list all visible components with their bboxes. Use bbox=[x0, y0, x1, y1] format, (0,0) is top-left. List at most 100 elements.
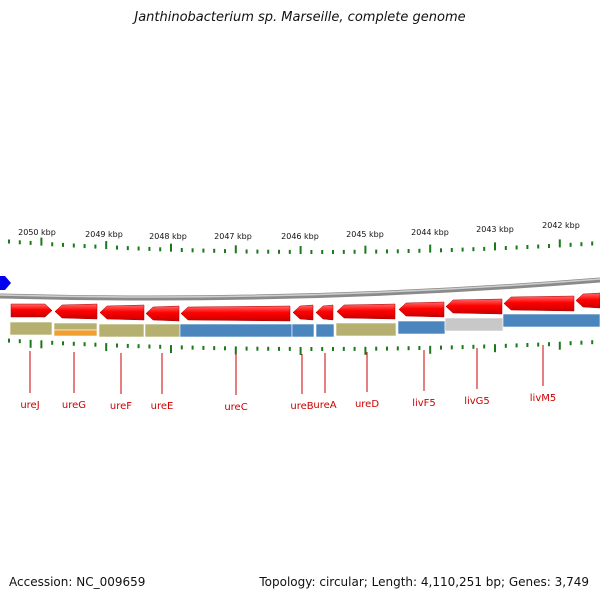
scale-minor-tick bbox=[18, 240, 21, 245]
feature-segment[interactable] bbox=[98, 323, 145, 338]
scale-minor-tick bbox=[278, 249, 280, 254]
gene-arrow[interactable] bbox=[315, 304, 334, 321]
genome-backbone-highlight bbox=[0, 278, 600, 298]
bottom-minor-tick bbox=[18, 339, 21, 344]
scale-major-tick bbox=[170, 243, 172, 252]
gene-arrow[interactable] bbox=[145, 305, 180, 322]
gene-label[interactable]: ureD bbox=[355, 399, 379, 410]
direction-marker-icon[interactable] bbox=[0, 276, 11, 290]
gene-label[interactable]: livF5 bbox=[412, 398, 436, 409]
scale-minor-tick bbox=[537, 244, 540, 249]
bottom-minor-tick bbox=[418, 346, 421, 350]
bottom-major-tick bbox=[364, 346, 367, 355]
gene-arrow[interactable] bbox=[10, 303, 53, 318]
bottom-minor-tick bbox=[213, 346, 216, 351]
bottom-minor-tick bbox=[310, 347, 313, 351]
gene-label[interactable]: ureA bbox=[313, 400, 336, 411]
gene-label[interactable]: livG5 bbox=[464, 396, 490, 407]
gene-label[interactable]: livM5 bbox=[530, 393, 556, 404]
bottom-minor-tick bbox=[321, 347, 324, 351]
gene-arrow[interactable] bbox=[99, 304, 145, 321]
scale-minor-tick bbox=[418, 248, 421, 253]
bottom-major-tick bbox=[494, 344, 496, 353]
scale-label: 2050 kbp bbox=[18, 228, 56, 237]
scale-major-tick bbox=[40, 237, 43, 246]
scale-label: 2047 kbp bbox=[214, 232, 252, 241]
scale-minor-tick bbox=[310, 250, 313, 254]
gene-arrow[interactable] bbox=[54, 303, 98, 320]
bottom-minor-tick bbox=[450, 345, 453, 350]
gene-arrow[interactable] bbox=[445, 298, 503, 315]
bottom-minor-tick bbox=[148, 344, 151, 349]
gene-label[interactable]: ureE bbox=[151, 401, 174, 412]
scale-minor-tick bbox=[396, 249, 399, 254]
bottom-minor-tick bbox=[483, 344, 486, 349]
bottom-minor-tick bbox=[245, 346, 248, 351]
scale-minor-tick bbox=[116, 245, 118, 250]
scale-minor-tick bbox=[51, 242, 54, 247]
scale-minor-tick bbox=[29, 240, 32, 245]
scale-minor-tick bbox=[159, 247, 162, 252]
feature-segment[interactable] bbox=[315, 323, 335, 338]
bottom-minor-tick bbox=[191, 345, 194, 350]
bottom-minor-tick bbox=[8, 338, 10, 343]
gene-arrow[interactable] bbox=[180, 305, 291, 322]
gene-label[interactable]: ureB bbox=[290, 401, 313, 412]
feature-segment[interactable] bbox=[444, 317, 504, 332]
gene-label-layer: ureJ ureG ureF ureE ureC ureB ureA ureD livF5 liv… bbox=[20, 345, 556, 413]
bottom-minor-tick bbox=[591, 340, 594, 345]
scale-major-tick bbox=[364, 245, 367, 254]
feature-segment[interactable] bbox=[9, 321, 53, 336]
gene-arrow[interactable] bbox=[398, 301, 445, 318]
bottom-minor-tick bbox=[62, 341, 64, 346]
gene-arrow[interactable] bbox=[503, 295, 575, 312]
bottom-major-tick bbox=[429, 345, 432, 354]
bottom-minor-tick bbox=[332, 347, 334, 351]
gene-arrow[interactable] bbox=[292, 304, 314, 321]
scale-minor-tick bbox=[321, 250, 324, 254]
feature-segment[interactable] bbox=[291, 323, 315, 338]
feature-segment[interactable] bbox=[53, 329, 98, 337]
feature-segment[interactable] bbox=[144, 323, 181, 338]
feature-segment[interactable] bbox=[397, 320, 446, 335]
scale-minor-tick bbox=[440, 248, 442, 253]
gene-label[interactable]: ureC bbox=[224, 402, 247, 413]
gene-label[interactable]: ureJ bbox=[20, 400, 39, 411]
bottom-major-tick bbox=[40, 340, 43, 349]
bottom-minor-tick bbox=[180, 345, 183, 350]
bottom-minor-tick bbox=[580, 340, 583, 345]
gene-label[interactable]: ureG bbox=[62, 400, 86, 411]
feature-segment[interactable] bbox=[335, 322, 397, 337]
scale-minor-tick bbox=[450, 248, 453, 252]
genome-backbone bbox=[0, 277, 600, 301]
gene-label[interactable]: ureF bbox=[110, 401, 132, 412]
scale-bar: 2050 kbp 2049 kbp 2048 kbp 2047 kbp 2046 kbp… bbox=[8, 221, 594, 254]
scale-label: 2046 kbp bbox=[281, 232, 319, 241]
bottom-minor-tick bbox=[396, 346, 399, 351]
bottom-minor-tick bbox=[375, 346, 378, 351]
scale-minor-tick bbox=[288, 249, 291, 254]
scale-minor-tick bbox=[342, 249, 345, 254]
bottom-major-tick bbox=[299, 347, 302, 355]
scale-minor-tick bbox=[407, 249, 410, 253]
bottom-minor-tick bbox=[116, 343, 118, 348]
scale-minor-tick bbox=[375, 249, 378, 254]
gene-arrow[interactable] bbox=[575, 292, 600, 309]
scale-minor-tick bbox=[224, 249, 226, 254]
bottom-minor-tick bbox=[224, 346, 226, 351]
scale-minor-tick bbox=[515, 245, 518, 250]
feature-segment[interactable] bbox=[179, 323, 293, 338]
bottom-major-tick bbox=[234, 346, 237, 355]
scale-minor-tick bbox=[504, 246, 507, 250]
scale-minor-tick bbox=[580, 242, 583, 247]
bottom-major-tick bbox=[105, 343, 108, 352]
feature-segment[interactable] bbox=[502, 313, 600, 328]
scale-minor-tick bbox=[472, 247, 475, 252]
scale-minor-tick bbox=[245, 249, 248, 254]
bottom-minor-tick bbox=[94, 342, 97, 347]
scale-label: 2044 kbp bbox=[411, 228, 449, 237]
feature-segment[interactable] bbox=[53, 322, 98, 331]
bottom-minor-tick bbox=[526, 343, 529, 347]
gene-arrow[interactable] bbox=[336, 303, 396, 320]
